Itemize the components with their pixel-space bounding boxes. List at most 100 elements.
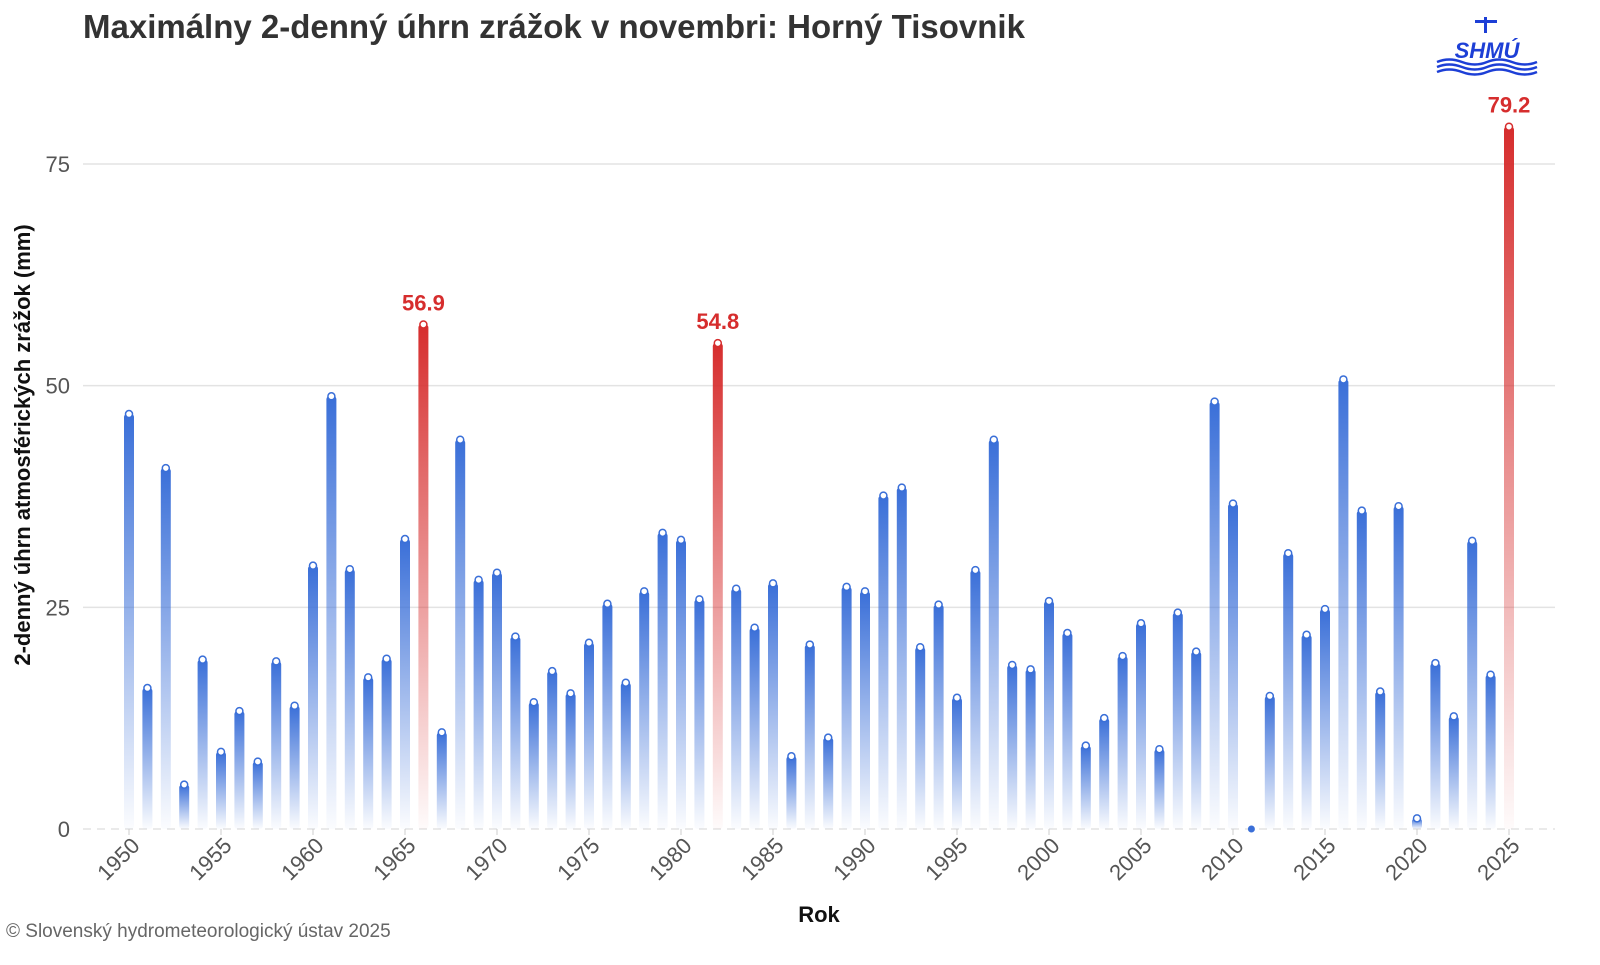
bar-cap (235, 706, 244, 716)
bar (363, 677, 374, 829)
bar-cap (879, 491, 888, 500)
bar (1338, 379, 1349, 829)
bar-cap (842, 582, 851, 592)
bar (1448, 716, 1459, 829)
bar-cap (1247, 825, 1255, 833)
bar-cap (161, 463, 171, 473)
bar-cap (345, 564, 355, 574)
bar-cap (1412, 814, 1422, 823)
logo: SHMÚ (1436, 17, 1538, 76)
bar-cap (511, 632, 520, 641)
bar (492, 572, 502, 829)
bar-cap (1431, 658, 1440, 668)
bar-cap (547, 666, 557, 676)
bar-cap (1155, 744, 1164, 754)
bar (823, 737, 834, 829)
bar-cap (805, 640, 815, 649)
bar-cap (676, 535, 686, 545)
bar-cap (1467, 536, 1477, 546)
bar (1485, 674, 1496, 829)
logo-waves (1436, 58, 1538, 76)
data-label: 56.9 (402, 290, 445, 315)
bar (1320, 609, 1330, 829)
bar-cap (271, 657, 281, 666)
x-tick-label: 1960 (276, 833, 328, 885)
bar (1301, 634, 1312, 829)
x-tick-label: 2020 (1380, 833, 1432, 885)
bar-cap (179, 780, 189, 789)
bar-cap (750, 623, 759, 632)
bar (841, 586, 852, 829)
bar-cap (1283, 548, 1293, 558)
bar (878, 495, 889, 829)
bar (676, 539, 686, 829)
bar-cap (419, 320, 428, 329)
bar-cap (124, 409, 134, 419)
bar (1172, 612, 1183, 829)
bar (1080, 745, 1091, 829)
bar (400, 539, 410, 829)
bar-cap (1302, 630, 1311, 640)
bar (124, 414, 134, 829)
bar (731, 588, 742, 829)
x-tick-label: 1975 (552, 833, 604, 885)
bar-cap (253, 757, 263, 766)
bar (271, 661, 282, 829)
bar (1356, 510, 1367, 829)
bar (197, 659, 208, 829)
bar (473, 579, 484, 829)
bar-cap (1191, 647, 1201, 656)
y-axis-label: 2-denný úhrn atmosférických zrážok (mm) (10, 224, 35, 665)
bar-cap (1063, 628, 1072, 638)
bar (1504, 126, 1514, 829)
y-tick-label: 25 (46, 595, 70, 620)
bar (1154, 749, 1165, 829)
bar-cap (639, 587, 649, 596)
y-tick-label: 0 (58, 817, 70, 842)
bar (1117, 656, 1128, 829)
y-tick-label: 75 (46, 152, 70, 177)
bar-cap (1339, 375, 1348, 384)
bar-cap (363, 673, 373, 682)
bar (639, 591, 650, 829)
data-label: 79.2 (1488, 93, 1531, 118)
bar-cap (621, 678, 631, 687)
bar (234, 711, 245, 829)
bar-cap (1357, 506, 1367, 515)
bar-cap (308, 561, 318, 570)
bar (160, 468, 171, 829)
bar-cap (1118, 651, 1127, 661)
x-tick-label: 1950 (92, 833, 144, 885)
bar (860, 591, 870, 829)
bar-cap (1449, 712, 1459, 721)
bar (289, 705, 300, 829)
bar-cap (1375, 687, 1385, 696)
bar (547, 671, 558, 829)
bar-cap (1136, 619, 1146, 628)
bar-cap (529, 697, 539, 707)
bar (1007, 664, 1018, 829)
bar (970, 570, 981, 829)
bar (1283, 553, 1294, 829)
bar (510, 636, 521, 829)
bar (1099, 718, 1110, 829)
bar (1430, 663, 1441, 829)
bar (712, 343, 723, 829)
bar (418, 324, 429, 829)
bar-cap (198, 655, 207, 664)
bar-cap (1486, 670, 1495, 679)
bar-cap (713, 338, 723, 348)
bar (142, 688, 153, 829)
bar-cap (860, 587, 870, 596)
bar (1228, 503, 1238, 829)
bar-cap (474, 575, 483, 585)
bar (694, 599, 705, 829)
logo-text: SHMÚ (1455, 38, 1521, 63)
bar-cap (731, 584, 741, 593)
x-tick-label: 1985 (736, 833, 788, 885)
bar (216, 751, 226, 829)
bar (915, 647, 926, 829)
data-label: 54.8 (696, 309, 739, 334)
bar-cap (934, 600, 943, 609)
